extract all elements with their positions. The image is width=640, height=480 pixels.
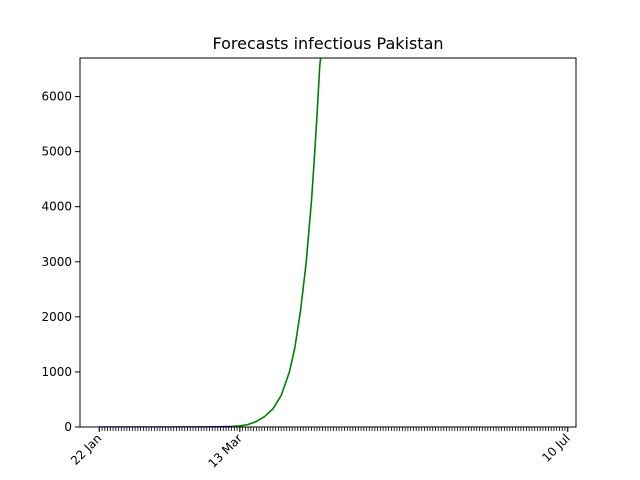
y-tick-label: 6000 — [41, 90, 72, 104]
y-tick-label: 4000 — [41, 200, 72, 214]
x-axis: 22 Jan 13 Mar 10 Jul — [68, 427, 573, 471]
x-tick-label: 10 Jul — [539, 431, 573, 465]
y-tick-label: 5000 — [41, 145, 72, 159]
plot-frame — [79, 57, 577, 428]
y-tick-label: 0 — [64, 420, 72, 434]
y-axis: 0 1000 2000 3000 4000 5000 6000 — [41, 90, 80, 434]
y-tick-label: 2000 — [41, 310, 72, 324]
x-tick-label: 22 Jan — [68, 431, 104, 467]
y-tick-label: 3000 — [41, 255, 72, 269]
series-layer — [99, 58, 322, 427]
x-tick-label: 13 Mar — [206, 431, 245, 470]
series-line-2 — [231, 58, 322, 427]
y-tick-label: 1000 — [41, 365, 72, 379]
x-minor-ticks — [98, 427, 569, 431]
chart-title: Forecasts infectious Pakistan — [212, 34, 443, 53]
